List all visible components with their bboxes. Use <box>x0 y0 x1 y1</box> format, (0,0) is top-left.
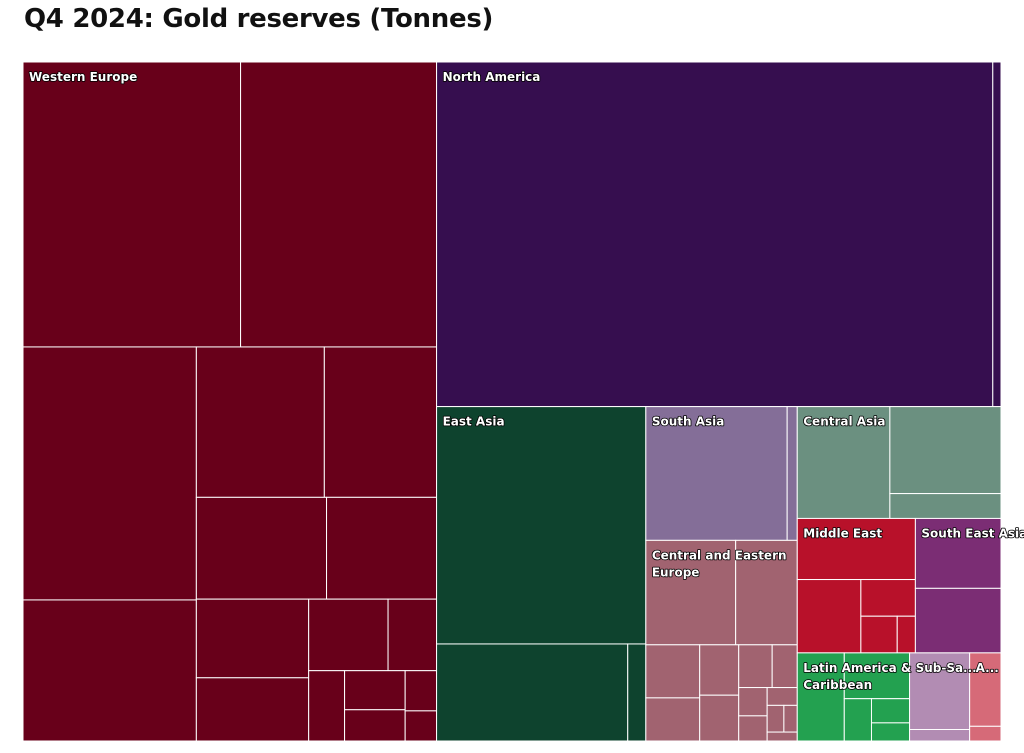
tile-western-europe-6[interactable] <box>323 346 438 498</box>
tile-central-asia-2[interactable] <box>889 406 1002 495</box>
tile-latin-america-caribbean-3[interactable] <box>843 698 872 742</box>
tile-western-europe-7[interactable] <box>195 496 328 600</box>
tile-south-asia-1[interactable] <box>645 406 788 541</box>
tile-central-and-eastern-europe-9[interactable] <box>738 687 768 717</box>
tile-central-and-eastern-europe-10[interactable] <box>738 715 768 742</box>
tile-latin-america-caribbean-5[interactable] <box>870 722 911 742</box>
tile-western-europe-5[interactable] <box>195 346 325 498</box>
tile-sub-saharan-africa-2[interactable] <box>909 729 971 742</box>
tile-central-and-eastern-europe-13[interactable] <box>783 704 798 733</box>
tile-middle-east-4[interactable] <box>860 615 898 654</box>
chart-title: Q4 2024: Gold reserves (Tonnes) <box>24 4 494 34</box>
tile-latin-america-caribbean-4[interactable] <box>870 698 911 724</box>
tile-north-america-1[interactable] <box>436 61 994 408</box>
treemap-tiles <box>22 61 1002 742</box>
tile-south-asia-2[interactable] <box>786 406 798 541</box>
tile-south-east-asia-2[interactable] <box>914 587 1002 654</box>
tile-central-asia-3[interactable] <box>889 493 1002 519</box>
tile-western-europe-12[interactable] <box>387 598 438 672</box>
tile-western-europe-13[interactable] <box>308 670 346 742</box>
tile-central-and-eastern-europe-5[interactable] <box>699 644 740 696</box>
tile-central-and-eastern-europe-2[interactable] <box>735 539 798 646</box>
region-label-south-east-asia: South East Asia <box>921 526 1024 540</box>
tile-middle-east-3[interactable] <box>860 579 916 617</box>
treemap-labels: Western Europe North America East Asia Sout… <box>28 69 1024 692</box>
tile-central-and-eastern-europe-12[interactable] <box>766 704 785 733</box>
region-label-north-america: North America <box>443 70 541 84</box>
tile-latin-america-caribbean-2[interactable] <box>843 652 911 700</box>
tile-central-and-eastern-europe-11[interactable] <box>766 687 798 706</box>
tile-western-europe-1[interactable] <box>22 61 242 348</box>
tile-central-and-eastern-europe-4[interactable] <box>645 697 701 742</box>
tile-central-and-eastern-europe-8[interactable] <box>771 644 798 689</box>
tile-western-europe-9[interactable] <box>195 598 310 679</box>
tile-western-europe-17[interactable] <box>404 710 438 742</box>
tile-middle-east-2[interactable] <box>796 579 862 654</box>
tile-east-asia-1[interactable] <box>436 406 647 645</box>
tile-east-asia-2[interactable] <box>436 643 629 742</box>
tile-western-europe-4[interactable] <box>22 599 197 742</box>
tile-western-europe-15[interactable] <box>344 709 406 742</box>
tile-east-asia-3[interactable] <box>627 643 647 742</box>
tile-central-and-eastern-europe-6[interactable] <box>699 694 740 742</box>
tile-western-europe-14[interactable] <box>344 670 406 711</box>
region-label-central-asia: Central Asia <box>803 415 885 429</box>
tile-western-europe-16[interactable] <box>404 670 438 712</box>
region-label-central-and-eastern-europe: Central and Eastern Europe <box>652 548 787 579</box>
region-label-sub-saharan-africa: Sub-Sa... <box>916 661 977 675</box>
tile-western-europe-10[interactable] <box>195 677 310 742</box>
tile-central-asia-1[interactable] <box>796 406 891 519</box>
tile-western-europe-11[interactable] <box>308 598 389 672</box>
tile-sub-saharan-africa-1[interactable] <box>909 652 971 731</box>
region-label-east-asia: East Asia <box>443 415 505 429</box>
tile-middle-east-5[interactable] <box>896 615 916 654</box>
region-label-latin-america-caribbean: Latin America & Caribbean <box>803 661 911 692</box>
tile-central-and-eastern-europe-7[interactable] <box>738 644 773 689</box>
region-label-africa-north: A... <box>976 661 999 675</box>
tile-north-america-2[interactable] <box>992 61 1002 408</box>
region-label-middle-east: Middle East <box>803 526 882 540</box>
tile-central-and-eastern-europe-3[interactable] <box>645 644 701 699</box>
tile-africa-north-2[interactable] <box>969 725 1002 742</box>
tile-central-and-eastern-europe-1[interactable] <box>645 539 737 646</box>
region-label-western-europe: Western Europe <box>29 70 137 84</box>
tile-africa-north-1[interactable] <box>969 652 1002 727</box>
tile-latin-america-caribbean-1[interactable] <box>796 652 845 742</box>
tile-central-and-eastern-europe-14[interactable] <box>766 731 798 742</box>
region-label-south-asia: South Asia <box>652 415 725 429</box>
tile-western-europe-3[interactable] <box>22 346 197 601</box>
tile-western-europe-8[interactable] <box>326 496 438 600</box>
tile-western-europe-2[interactable] <box>240 61 438 348</box>
